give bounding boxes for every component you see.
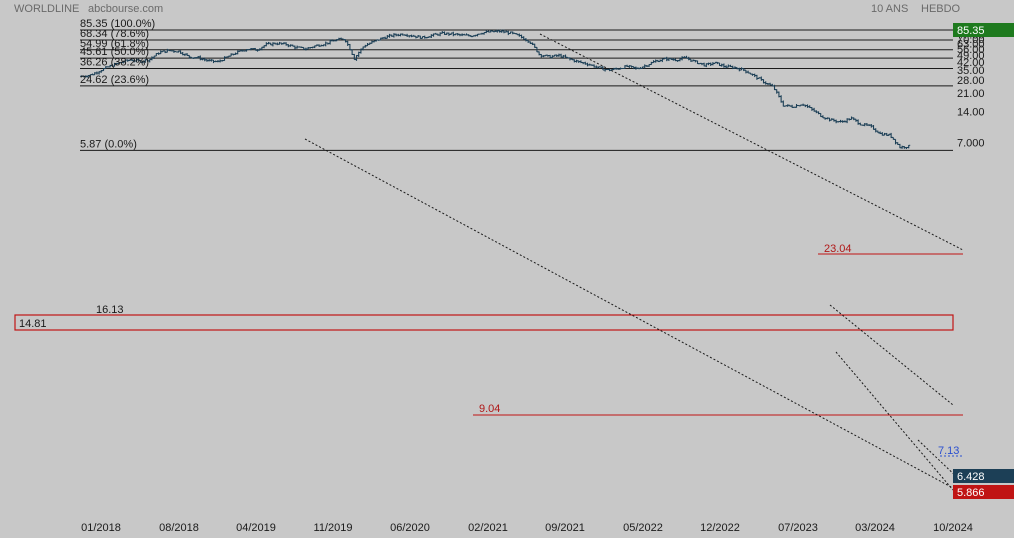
candle	[764, 81, 768, 85]
chart-title: WORLDLINE	[14, 3, 79, 15]
y-tick-label: 63.00	[957, 39, 985, 51]
candle	[348, 43, 352, 51]
x-tick-label: 06/2020	[390, 522, 430, 534]
x-tick-label: 05/2022	[623, 522, 663, 534]
candle-layer	[80, 29, 911, 150]
price-badge: 5.866	[953, 485, 1014, 499]
trend-line	[539, 33, 964, 251]
frequency-label[interactable]: HEBDO	[921, 3, 961, 15]
y-tick-label: 56.00	[957, 44, 985, 56]
price-badge-label: 6.428	[957, 471, 985, 483]
x-tick-label: 09/2021	[545, 522, 585, 534]
price-badge: 6.428	[953, 469, 1014, 483]
y-tick-label: 35.00	[957, 65, 985, 77]
candle	[429, 34, 433, 38]
trend-line	[835, 351, 954, 491]
candle	[894, 138, 898, 145]
x-tick-label: 01/2018	[81, 522, 121, 534]
candle	[665, 56, 669, 62]
y-tick-label: 7.000	[957, 137, 985, 149]
line-layer	[14, 29, 964, 491]
fib-label: 85.35 (100.0%)	[80, 18, 155, 30]
y-tick-label: 21.00	[957, 88, 985, 100]
trend-line	[829, 304, 954, 406]
annotation-label: 16.13	[96, 304, 124, 316]
fib-label: 45.61 (50.0%)	[80, 46, 149, 58]
fib-label: 5.87 (0.0%)	[80, 138, 137, 150]
x-tick-label: 04/2019	[236, 522, 276, 534]
annotation-label: 23.04	[824, 243, 852, 255]
candle	[759, 76, 763, 81]
candle	[863, 123, 867, 127]
chart-source: abcbourse.com	[88, 3, 163, 15]
price-badge-label: 5.866	[957, 487, 985, 499]
candle	[506, 30, 510, 36]
x-tick-label: 11/2019	[314, 522, 353, 534]
candle	[520, 34, 524, 39]
annotation-label: 14.81	[19, 318, 47, 330]
y-tick-label: 14.00	[957, 106, 985, 118]
fib-label: 24.62 (23.6%)	[80, 74, 149, 86]
trend-line	[304, 138, 954, 489]
fib-label: 54.99 (61.8%)	[80, 38, 149, 50]
candle	[346, 40, 350, 47]
candle	[722, 63, 726, 68]
candle	[388, 33, 392, 38]
y-tick-label: 42.00	[957, 57, 985, 69]
label-layer: 85.35 (100.0%)68.34 (78.6%)54.99 (61.8%)…	[19, 18, 1014, 534]
candle	[806, 104, 810, 108]
annotation-label: 9.04	[479, 403, 500, 415]
x-tick-label: 07/2023	[778, 522, 818, 534]
highlight-box	[14, 314, 954, 331]
candle	[159, 50, 163, 55]
candle	[451, 31, 455, 37]
candle	[755, 74, 759, 80]
period-label[interactable]: 10 ANS	[871, 3, 908, 15]
candle	[385, 35, 389, 39]
candle	[324, 41, 328, 47]
candle	[423, 35, 427, 39]
x-tick-label: 02/2021	[468, 522, 508, 534]
candle	[572, 59, 576, 63]
fib-label: 36.26 (38.2%)	[80, 56, 149, 68]
candle	[643, 64, 647, 69]
price-badge: 85.35	[953, 23, 1014, 37]
candle	[264, 42, 268, 47]
candle	[781, 100, 785, 107]
candle	[874, 128, 878, 133]
x-tick-label: 08/2018	[159, 522, 199, 534]
candle	[775, 89, 779, 94]
candle	[907, 144, 911, 149]
fib-label: 68.34 (78.6%)	[80, 28, 149, 40]
candle	[352, 53, 356, 61]
x-tick-label: 03/2024	[855, 522, 895, 534]
y-tick-label: 28.00	[957, 75, 985, 87]
x-tick-label: 10/2024	[933, 522, 973, 534]
x-tick-label: 12/2022	[700, 522, 740, 534]
candle	[828, 117, 832, 122]
price-badge-label: 85.35	[957, 25, 985, 37]
candle	[405, 33, 409, 37]
annotation-label: 7.13	[938, 445, 959, 457]
y-tick-label: 49.00	[957, 50, 985, 62]
